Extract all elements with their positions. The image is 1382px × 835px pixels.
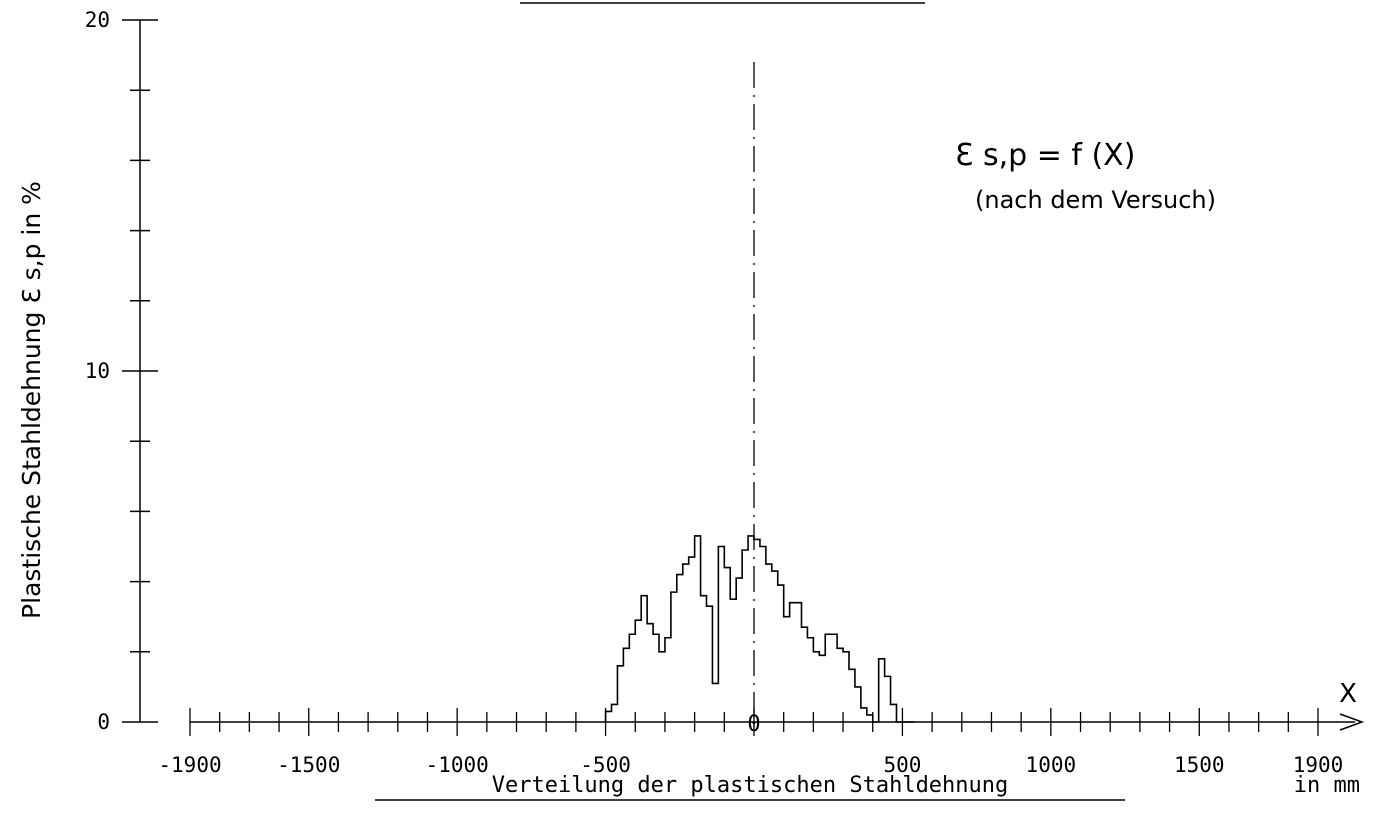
series-step-line xyxy=(604,535,915,723)
x-tick-label: -1000 xyxy=(426,753,489,777)
y-tick-labels: 0 10 20 xyxy=(85,8,110,734)
x-axis-label: Verteilung der plastischen Stahldehnung xyxy=(492,773,1009,798)
x-axis-arrowhead xyxy=(1339,713,1365,731)
x-tick-label: -1900 xyxy=(158,753,221,777)
x-axis-arrow-label: X xyxy=(1339,679,1357,709)
x-ticks xyxy=(189,708,1319,736)
x-tick-label: -500 xyxy=(580,753,631,777)
x-tick-label: 1900 xyxy=(1293,753,1344,777)
x-axis-unit: in mm xyxy=(1294,773,1360,798)
y-tick-label: 20 xyxy=(85,8,110,32)
annotation-formula: Ɛ s,p = f (X) xyxy=(955,138,1135,173)
y-axis-label: Plastische Stahldehnung Ɛ s,p in % xyxy=(17,181,46,619)
x-tick-label: 500 xyxy=(883,753,921,777)
annotation-note: (nach dem Versuch) xyxy=(975,186,1216,214)
y-tick-label: 10 xyxy=(85,359,110,383)
x-tick-label: 0 xyxy=(747,712,760,737)
y-ticks xyxy=(122,19,158,723)
x-tick-labels: -1900 -1500 -1000 -500 0 500 1000 1500 1900 xyxy=(158,712,1343,777)
y-tick-label: 0 xyxy=(97,710,110,734)
x-tick-label: 1000 xyxy=(1026,753,1077,777)
x-tick-label: -1500 xyxy=(277,753,340,777)
x-tick-label: 1500 xyxy=(1174,753,1225,777)
